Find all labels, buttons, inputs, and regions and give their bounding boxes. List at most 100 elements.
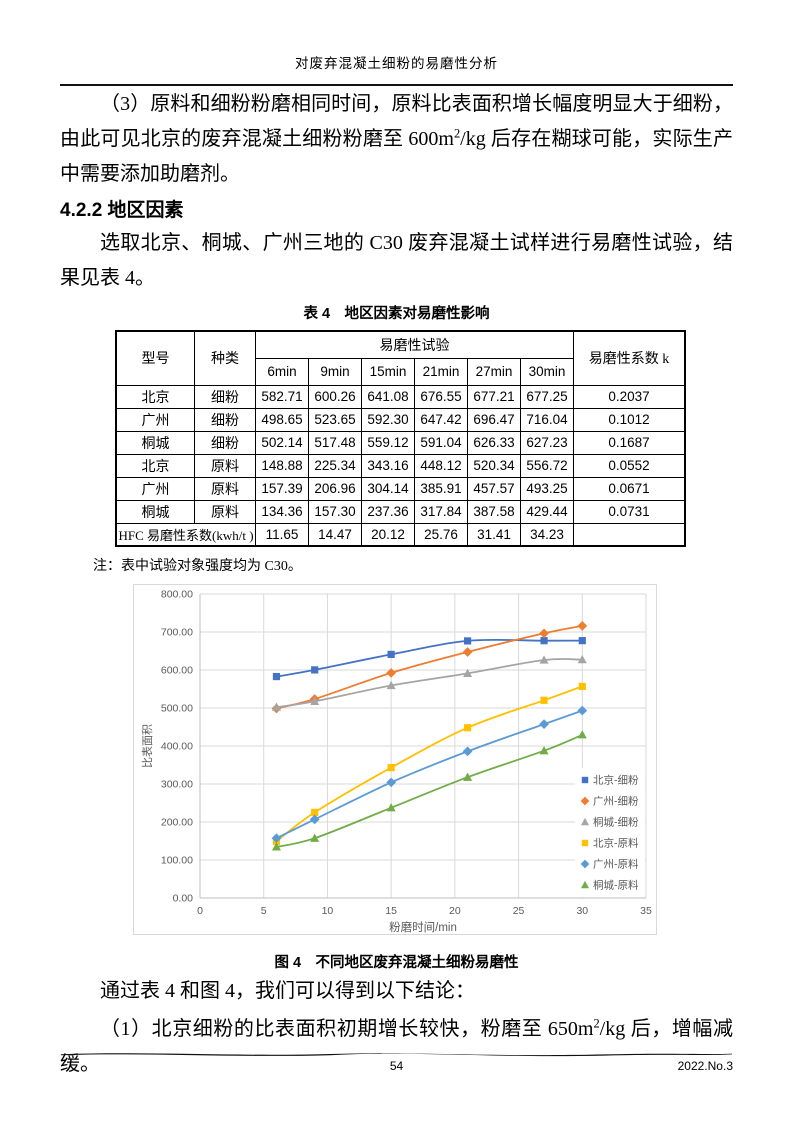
table-row: 广州 原料 157.39 206.96 304.14 385.91 457.57 493.25… xyxy=(115,476,686,501)
cell-value: 385.91 xyxy=(414,476,468,501)
cell-value: 148.88 xyxy=(255,453,309,478)
svg-text:100.00: 100.00 xyxy=(161,855,193,867)
cell-kind: 细粉 xyxy=(194,430,256,455)
cell-value: 493.25 xyxy=(520,476,574,501)
cell-k: 0.0671 xyxy=(573,476,686,501)
table-header-row-2: 6min 9min 15min 21min 27min 30min xyxy=(116,357,685,386)
svg-text:600.00: 600.00 xyxy=(161,665,193,677)
cell-value: 626.33 xyxy=(467,430,521,455)
paragraph-conclusion-3: （3）原料和细粉粉磨相同时间，原料比表面积增长幅度明显大于细粉，由此可见北京的废… xyxy=(60,93,733,185)
col-header-time: 27min xyxy=(467,357,521,386)
grindability-table-body: 北京 细粉 582.71 600.26 641.08 676.55 677.21 677.25… xyxy=(115,384,686,547)
section-heading-4-2-2: 4.2.2 地区因素 xyxy=(60,200,184,221)
col-header-kind: 种类 xyxy=(194,330,256,386)
grindability-line-chart: 0.00 100.00 200.00 300.00 400.00 500.00 600.00… xyxy=(133,584,657,935)
cell-value: 559.12 xyxy=(361,430,415,455)
cell-value: 696.47 xyxy=(467,407,521,432)
svg-text:800.00: 800.00 xyxy=(161,589,193,601)
cell-value: 582.71 xyxy=(255,384,309,409)
cell-kind: 原料 xyxy=(194,453,256,478)
cell-value: 448.12 xyxy=(414,453,468,478)
cell-value: 343.16 xyxy=(361,453,415,478)
issue-label: 2022.No.3 xyxy=(677,1059,733,1073)
legend-item-label: 广州-细粉 xyxy=(593,795,639,808)
svg-text:30: 30 xyxy=(576,905,588,917)
cell-value: 317.84 xyxy=(414,499,468,524)
table-row-hfc: HFC 易磨性系数(kwh/t ) 11.65 14.47 20.12 25.76 31.… xyxy=(115,522,686,547)
cell-hfc-value: 14.47 xyxy=(308,522,362,547)
cell-kind: 细粉 xyxy=(194,407,256,432)
col-header-time: 21min xyxy=(414,357,468,386)
cell-value: 523.65 xyxy=(308,407,362,432)
cell-value: 556.72 xyxy=(520,453,574,478)
cell-value: 677.25 xyxy=(520,384,574,409)
cell-value: 647.42 xyxy=(414,407,468,432)
col-header-time: 30min xyxy=(520,357,574,386)
svg-text:25: 25 xyxy=(513,905,525,917)
svg-text:0.00: 0.00 xyxy=(173,893,194,905)
cell-value: 517.48 xyxy=(308,430,362,455)
chart-gridlines xyxy=(200,593,647,898)
footer-decorative-rule xyxy=(61,1053,732,1057)
chart-series-0 xyxy=(272,637,586,681)
chart-axis-labels: 0.00 100.00 200.00 300.00 400.00 500.00 600.00… xyxy=(161,589,652,918)
chart-series-4 xyxy=(271,705,588,844)
col-header-time: 15min xyxy=(361,357,415,386)
table-row: 桐城 细粉 502.14 517.48 559.12 591.04 626.33 627.23… xyxy=(115,430,686,455)
svg-text:200.00: 200.00 xyxy=(161,817,193,829)
cell-empty xyxy=(573,522,686,547)
table-row: 北京 原料 148.88 225.34 343.16 448.12 520.34 556.72… xyxy=(115,453,686,478)
cell-value: 457.57 xyxy=(467,476,521,501)
cell-value: 237.36 xyxy=(361,499,415,524)
cell-value: 591.04 xyxy=(414,430,468,455)
cell-kind: 原料 xyxy=(194,499,256,524)
cell-k: 0.0731 xyxy=(573,499,686,524)
cell-model: 广州 xyxy=(115,476,195,501)
cell-kind: 原料 xyxy=(194,476,256,501)
svg-text:5: 5 xyxy=(261,905,267,917)
col-header-k-coefficient: 易磨性系数 k xyxy=(573,330,686,386)
svg-text:35: 35 xyxy=(640,905,652,917)
paragraph-sample-intro: 选取北京、桐城、广州三地的 C30 废弃混凝土试样进行易磨性试验，结果见表 4。 xyxy=(60,232,733,289)
chart-series-3 xyxy=(272,682,586,846)
svg-text:500.00: 500.00 xyxy=(161,703,193,715)
legend-item-label: 北京-细粉 xyxy=(593,774,639,787)
figure-caption: 图 4 不同地区废弃混凝土细粉易磨性 xyxy=(274,955,519,971)
col-group-header-grindability-test: 易磨性试验 xyxy=(255,330,574,359)
legend-item-label: 北京-原料 xyxy=(593,837,639,850)
cell-k: 0.1012 xyxy=(573,407,686,432)
chart-series-2 xyxy=(271,654,587,711)
y-axis-title: 比表面积 xyxy=(140,724,154,768)
svg-text:300.00: 300.00 xyxy=(161,779,193,791)
cell-k: 0.2037 xyxy=(573,384,686,409)
cell-value: 592.30 xyxy=(361,407,415,432)
table-note: 注：表中试验对象强度均为 C30。 xyxy=(93,559,302,574)
cell-value: 134.36 xyxy=(255,499,309,524)
cell-hfc-value: 20.12 xyxy=(361,522,415,547)
grindability-table: 型号 种类 易磨性试验 易磨性系数 k 6min 9min 15min 21min 27… xyxy=(115,330,686,547)
svg-text:0: 0 xyxy=(197,905,203,917)
cell-model: 广州 xyxy=(115,407,195,432)
cell-value: 676.55 xyxy=(414,384,468,409)
cell-model: 桐城 xyxy=(115,430,195,455)
paragraph-conclusion-intro: 通过表 4 和图 4，我们可以得到以下结论： xyxy=(100,980,475,1002)
cell-k: 0.1687 xyxy=(573,430,686,455)
col-header-time: 9min xyxy=(308,357,362,386)
table-caption: 表 4 地区因素对易磨性影响 xyxy=(303,306,490,322)
cell-value: 157.39 xyxy=(255,476,309,501)
cell-value: 600.26 xyxy=(308,384,362,409)
cell-kind: 细粉 xyxy=(194,384,256,409)
cell-value: 387.58 xyxy=(467,499,521,524)
table-row: 广州 细粉 498.65 523.65 592.30 647.42 696.47 716.04… xyxy=(115,407,686,432)
cell-model: 北京 xyxy=(115,384,195,409)
page-number: 54 xyxy=(389,1059,404,1073)
col-header-model: 型号 xyxy=(115,330,195,386)
cell-value: 498.65 xyxy=(255,407,309,432)
x-axis-title: 粉磨时间/min xyxy=(389,921,457,934)
col-header-time: 6min xyxy=(255,357,309,386)
cell-hfc-value: 11.65 xyxy=(255,522,309,547)
running-head-title: 对废弃混凝土细粉的易磨性分析 xyxy=(295,56,498,71)
cell-hfc-value: 31.41 xyxy=(467,522,521,547)
